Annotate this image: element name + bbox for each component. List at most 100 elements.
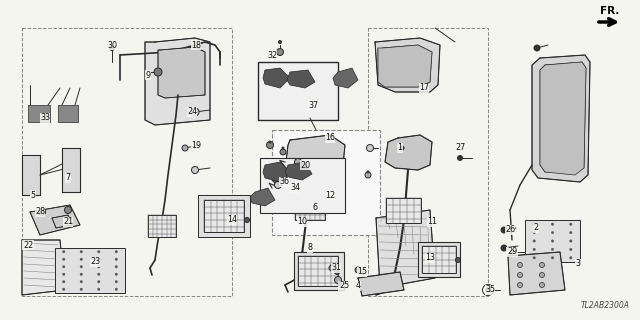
Bar — [148, 215, 176, 237]
Circle shape — [63, 251, 65, 253]
Circle shape — [456, 258, 461, 262]
Circle shape — [518, 262, 522, 268]
Circle shape — [540, 262, 545, 268]
Text: 21: 21 — [63, 218, 73, 227]
Polygon shape — [287, 70, 315, 88]
Text: 8: 8 — [307, 244, 312, 252]
Text: 25: 25 — [339, 282, 349, 291]
Polygon shape — [508, 252, 565, 295]
Circle shape — [551, 223, 554, 225]
Polygon shape — [263, 68, 290, 88]
Circle shape — [115, 258, 118, 260]
Circle shape — [80, 273, 83, 276]
Circle shape — [63, 266, 65, 268]
Polygon shape — [540, 62, 586, 175]
Circle shape — [97, 288, 100, 291]
Circle shape — [266, 141, 273, 148]
Bar — [368, 28, 488, 296]
Circle shape — [115, 281, 118, 283]
Circle shape — [533, 231, 536, 234]
Circle shape — [269, 140, 271, 143]
Bar — [298, 256, 338, 286]
Text: 23: 23 — [90, 258, 100, 267]
Text: 24: 24 — [187, 108, 197, 116]
Bar — [258, 62, 338, 120]
Text: 20: 20 — [300, 161, 310, 170]
Polygon shape — [28, 105, 50, 122]
Circle shape — [80, 251, 83, 253]
Circle shape — [533, 240, 536, 242]
Circle shape — [399, 146, 404, 150]
Circle shape — [80, 288, 83, 291]
Text: 16: 16 — [325, 133, 335, 142]
Circle shape — [154, 68, 162, 76]
Circle shape — [282, 147, 285, 149]
Bar — [260, 158, 345, 213]
Circle shape — [329, 265, 335, 271]
Circle shape — [367, 145, 374, 151]
Bar — [294, 252, 344, 290]
Text: 2: 2 — [533, 223, 539, 233]
Text: 1: 1 — [397, 143, 403, 153]
Text: 18: 18 — [191, 41, 201, 50]
Circle shape — [63, 258, 65, 260]
Text: 6: 6 — [312, 204, 317, 212]
Circle shape — [365, 172, 371, 178]
Polygon shape — [250, 188, 275, 206]
Text: 35: 35 — [485, 285, 495, 294]
Circle shape — [115, 273, 118, 276]
Text: 15: 15 — [357, 268, 367, 276]
Text: 12: 12 — [325, 190, 335, 199]
Polygon shape — [30, 205, 80, 235]
Polygon shape — [158, 47, 205, 98]
Circle shape — [533, 223, 536, 225]
Circle shape — [276, 49, 284, 55]
Circle shape — [97, 258, 100, 260]
Text: 33: 33 — [40, 114, 50, 123]
Text: 17: 17 — [419, 84, 429, 92]
Circle shape — [294, 158, 301, 165]
Bar — [422, 246, 456, 273]
Circle shape — [540, 273, 545, 277]
Circle shape — [244, 218, 250, 222]
Polygon shape — [285, 135, 345, 182]
Text: 34: 34 — [290, 183, 300, 193]
Polygon shape — [375, 38, 440, 92]
Circle shape — [570, 231, 572, 234]
Circle shape — [570, 223, 572, 225]
Text: 7: 7 — [65, 173, 70, 182]
Text: 14: 14 — [227, 215, 237, 225]
Circle shape — [367, 171, 369, 173]
Polygon shape — [532, 55, 590, 182]
Bar — [22, 28, 232, 296]
Bar — [418, 242, 460, 277]
Text: 10: 10 — [297, 218, 307, 227]
Text: FR.: FR. — [600, 6, 620, 16]
Circle shape — [540, 283, 545, 287]
Text: 31: 31 — [331, 263, 341, 273]
Polygon shape — [285, 162, 312, 180]
Polygon shape — [358, 272, 404, 296]
Circle shape — [109, 45, 115, 51]
Bar — [295, 195, 325, 220]
Circle shape — [63, 273, 65, 276]
Circle shape — [551, 257, 554, 259]
Circle shape — [80, 281, 83, 283]
Text: 28: 28 — [35, 207, 45, 217]
Text: TL2AB2300A: TL2AB2300A — [581, 301, 630, 310]
Text: 5: 5 — [31, 190, 36, 199]
Text: 22: 22 — [23, 241, 33, 250]
Circle shape — [97, 273, 100, 276]
Text: 19: 19 — [191, 140, 201, 149]
Circle shape — [38, 209, 45, 215]
Circle shape — [80, 266, 83, 268]
Circle shape — [280, 149, 286, 155]
Circle shape — [115, 288, 118, 291]
Text: 37: 37 — [308, 100, 318, 109]
Circle shape — [500, 227, 508, 234]
Text: 32: 32 — [267, 51, 277, 60]
Circle shape — [335, 276, 342, 284]
Circle shape — [191, 108, 199, 116]
Polygon shape — [263, 162, 290, 182]
Bar — [55, 248, 125, 293]
